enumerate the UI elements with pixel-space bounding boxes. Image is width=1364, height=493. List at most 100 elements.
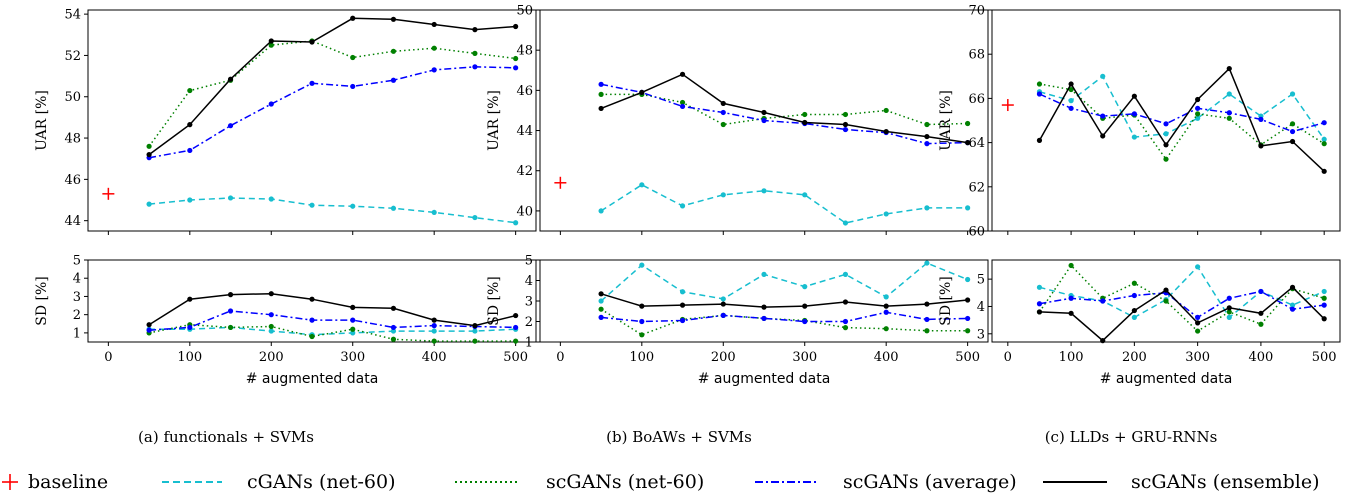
uar-axis-label: UAR [%] <box>938 90 954 151</box>
data-point-scgan <box>802 111 808 118</box>
series-line-avg <box>601 311 968 323</box>
data-point-avg <box>1226 295 1232 301</box>
series-line-cgan <box>600 183 968 224</box>
data-point-ens <box>1131 93 1137 99</box>
data-point-avg <box>1258 288 1264 295</box>
data-point-ens <box>187 122 193 128</box>
series-line-cgan <box>149 197 516 224</box>
data-point-ens <box>802 303 808 309</box>
y-tick-label: 46 <box>64 173 81 188</box>
x-tick-label: 400 <box>422 350 447 365</box>
data-point-scgan <box>1163 156 1169 162</box>
data-point-cgan <box>761 188 767 194</box>
data-point-ens <box>227 76 234 82</box>
data-point-scgan <box>227 324 234 331</box>
x-tick-label: 300 <box>340 350 365 365</box>
data-point-ens <box>146 151 152 158</box>
data-point-scgan <box>965 328 971 334</box>
data-point-cgan <box>842 220 849 226</box>
legend-label-scgan: scGANs (net-60) <box>546 471 704 493</box>
y-tick-label: 4 <box>977 300 985 315</box>
series-line-cgan <box>1039 75 1325 140</box>
data-point-scgan <box>513 55 519 62</box>
series-line-ens <box>1038 67 1325 172</box>
data-point-cgan <box>146 201 152 207</box>
data-point-scgan <box>720 121 726 128</box>
data-point-scgan <box>1289 121 1296 127</box>
data-point-scgan <box>598 91 604 97</box>
data-point-avg <box>431 67 437 73</box>
data-point-ens <box>924 301 930 307</box>
data-point-ens <box>1195 96 1201 103</box>
data-point-cgan <box>883 294 889 300</box>
y-tick-label: 3 <box>977 327 985 342</box>
data-point-scgan <box>1321 295 1327 301</box>
x-tick-label: 400 <box>1248 350 1273 365</box>
data-point-avg <box>720 109 726 116</box>
y-tick-label: 5 <box>73 254 81 269</box>
series-line-ens <box>600 73 968 144</box>
data-point-cgan <box>1068 98 1074 104</box>
data-point-ens <box>679 302 686 308</box>
data-point-avg <box>268 101 274 107</box>
data-point-avg <box>1131 292 1137 299</box>
data-point-cgan <box>1036 284 1043 290</box>
data-point-scgan <box>639 332 645 338</box>
y-tick-label: 64 <box>968 136 985 151</box>
data-point-cgan <box>513 220 519 226</box>
data-point-ens <box>1036 309 1043 315</box>
sd-subplot-0: 1 2 3 4 5 0 100 200 300 400 500 SD [%] # augmented d… <box>34 254 537 387</box>
data-point-scgan <box>1036 81 1043 87</box>
data-point-avg <box>1068 105 1074 111</box>
y-tick-label: 5 <box>977 273 985 288</box>
data-point-cgan <box>679 289 686 295</box>
y-tick-label: 66 <box>968 92 985 107</box>
data-point-ens <box>639 303 645 309</box>
x-tick-label: 0 <box>1004 350 1012 365</box>
data-point-ens <box>965 297 971 303</box>
y-tick-label: 68 <box>968 48 985 63</box>
y-tick-label: 50 <box>516 4 533 19</box>
data-point-ens <box>883 303 889 309</box>
data-point-ens <box>309 296 315 302</box>
data-point-scgan <box>513 338 519 344</box>
data-point-avg <box>1100 298 1106 304</box>
data-point-cgan <box>598 208 604 214</box>
data-point-avg <box>679 317 686 324</box>
data-point-scgan <box>146 143 152 149</box>
data-point-avg <box>1226 110 1232 116</box>
data-point-avg <box>309 80 315 86</box>
data-point-ens <box>1036 137 1043 143</box>
x-tick-label: 300 <box>792 350 817 365</box>
data-point-avg <box>1258 116 1264 122</box>
x-tick-label: 0 <box>104 350 112 365</box>
data-point-scgan <box>1258 321 1264 327</box>
data-point-avg <box>720 312 726 318</box>
data-point-avg <box>639 318 645 325</box>
panel-2: 60 62 64 66 68 70 UAR [%] 3 4 5 0 100 200 300 400 500 SD… <box>938 4 1341 387</box>
data-point-scgan <box>187 87 193 94</box>
data-point-ens <box>761 304 767 310</box>
series-line-scgan <box>148 323 516 342</box>
data-point-avg <box>924 316 930 323</box>
x-tick-label: 200 <box>1122 350 1147 365</box>
uar-axis-label: UAR [%] <box>34 90 50 151</box>
data-point-avg <box>598 81 604 87</box>
data-point-ens <box>1131 307 1137 314</box>
data-point-avg <box>390 77 397 83</box>
data-point-avg <box>187 324 193 331</box>
data-point-cgan <box>1289 302 1296 308</box>
data-point-ens <box>513 23 519 30</box>
data-point-avg <box>1195 105 1201 111</box>
data-point-cgan <box>1226 91 1232 97</box>
y-tick-label: 48 <box>516 44 533 59</box>
data-point-cgan <box>965 205 971 211</box>
data-point-cgan <box>720 192 726 198</box>
data-point-scgan <box>431 45 437 51</box>
y-tick-label: 44 <box>64 214 81 229</box>
data-point-scgan <box>268 323 274 330</box>
data-point-ens <box>268 291 274 297</box>
series-line-scgan <box>601 93 968 126</box>
axes-frame <box>991 9 1341 232</box>
data-point-avg <box>1100 113 1106 119</box>
